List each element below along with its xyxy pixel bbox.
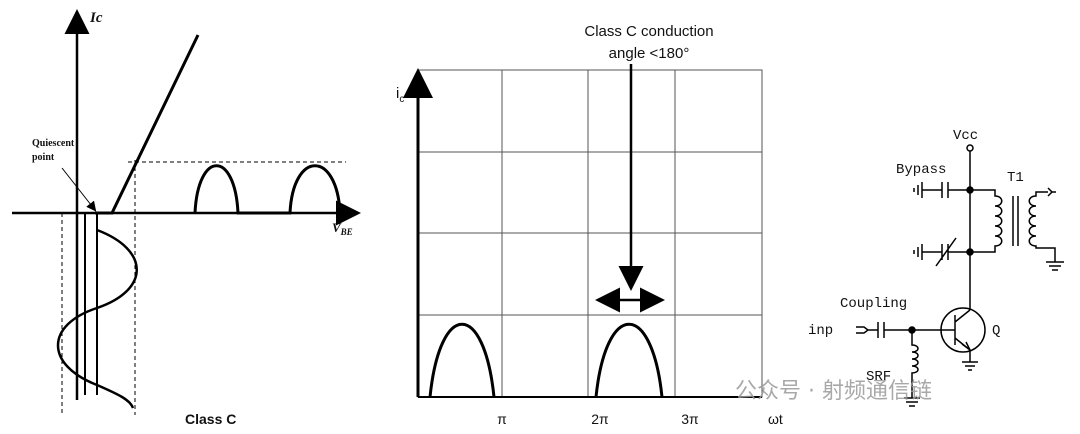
terminal <box>966 144 974 152</box>
tuning-capacitor <box>913 237 970 267</box>
component-label: Bypass <box>896 162 946 178</box>
x-tick-label: 3π <box>681 411 699 427</box>
current-pulses <box>428 322 664 398</box>
x-tick-label: 2π <box>591 411 609 427</box>
y-axis-label: Ic <box>89 10 103 26</box>
watermark: 公众号 · 射频通信链 <box>735 379 932 404</box>
y-axis-label: ic <box>396 85 404 105</box>
rf-choke <box>904 330 920 407</box>
transistor-leads <box>930 309 971 362</box>
primary-coil <box>970 189 1003 253</box>
x-tick-label: π <box>497 411 507 427</box>
x-axis-label: VBE <box>332 220 353 237</box>
transfer-curve <box>95 34 200 215</box>
component-label: inp <box>808 323 833 339</box>
annotation: point <box>32 152 55 163</box>
component-label: Vcc <box>953 128 978 144</box>
output-pulses <box>193 164 342 215</box>
component-label: SRF <box>866 369 891 385</box>
input-wave <box>56 228 138 409</box>
title: Class C conduction <box>584 23 713 40</box>
component-label: Q <box>992 323 1000 339</box>
x-axis-label: ωt <box>768 411 783 427</box>
transformer-core <box>1012 196 1019 246</box>
ground <box>962 361 978 371</box>
secondary-coil <box>1028 191 1064 271</box>
coupling-capacitor <box>856 322 930 338</box>
title: angle <180° <box>609 45 690 62</box>
component-label: T1 <box>1007 170 1024 186</box>
output-port <box>1047 187 1056 197</box>
pointer <box>61 167 97 212</box>
component-label: Coupling <box>840 296 907 312</box>
bypass-capacitor <box>913 182 970 198</box>
circuit: Vcc Bypass T1 Coupling inp Q SRF <box>808 128 1064 407</box>
middle-panel: Class C conduction angle <180° ic π 2π 3… <box>396 23 783 427</box>
annotation: Quiescent <box>32 138 75 149</box>
caption: Class C <box>185 411 236 427</box>
left-panel: Ic Quiescent point VBE Class C <box>12 9 361 427</box>
